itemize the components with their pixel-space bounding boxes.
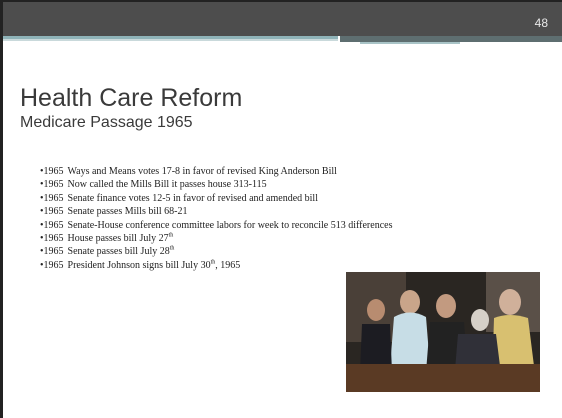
stripe (360, 42, 460, 44)
bullet-year: 1965 (44, 260, 64, 271)
photo-shape (436, 294, 456, 318)
bullet-text: Senate passes Mills bill 68-21 (68, 206, 188, 217)
bullet-text: President Johnson signs bill July 30 (68, 260, 211, 271)
photo-shape (400, 290, 420, 314)
bullet-dot: • (40, 166, 44, 177)
stripe (3, 39, 338, 41)
header-bar: 48 (3, 2, 562, 36)
bullet-year: 1965 (44, 220, 64, 231)
slide-number: 48 (535, 16, 548, 30)
bullet-dot: • (40, 233, 44, 244)
bullet-dot: • (40, 206, 44, 217)
bullet-text: Senate finance votes 12-5 in favor of re… (68, 193, 318, 204)
bullet-dot: • (40, 220, 44, 231)
bullet-year: 1965 (44, 179, 64, 190)
bullet: •1965 President Johnson signs bill July 3… (26, 260, 526, 272)
bullet: •1965 House passes bill July 27th (26, 233, 526, 245)
superscript: th (169, 233, 174, 239)
subtitle: Medicare Passage 1965 (20, 114, 193, 132)
bullet-text: Senate-House conference committee labors… (68, 220, 393, 231)
photo (346, 272, 540, 392)
bullet-text: Senate passes bill July 28 (68, 246, 170, 257)
bullet-year: 1965 (44, 233, 64, 244)
bullet-year: 1965 (44, 193, 64, 204)
bullet: •1965 Senate finance votes 12-5 in favor … (26, 193, 526, 205)
photo-desk (346, 364, 540, 392)
bullet: •1965 Senate passes bill July 28th (26, 246, 526, 258)
bullet-dot: • (40, 260, 44, 271)
photo-shape (367, 299, 385, 321)
bullet-year: 1965 (44, 206, 64, 217)
photo-shape (390, 313, 430, 368)
bullet-text: Ways and Means votes 17-8 in favor of re… (68, 166, 337, 177)
bullet-text: , 1965 (215, 260, 240, 271)
bullet: •1965 Now called the Mills Bill it passes… (26, 179, 526, 191)
bullet-dot: • (40, 246, 44, 257)
bullet: •1965 Ways and Means votes 17-8 in favor … (26, 166, 526, 178)
bullet-dot: • (40, 179, 44, 190)
bullet-dot: • (40, 193, 44, 204)
bullet-year: 1965 (44, 166, 64, 177)
bullet-year: 1965 (44, 246, 64, 257)
photo-shape (471, 309, 489, 331)
page: 48 Health Care Reform Medicare Passage 1… (0, 0, 562, 418)
bullet-text: Now called the Mills Bill it passes hous… (68, 179, 267, 190)
bullet: •1965 Senate passes Mills bill 68-21 (26, 206, 526, 218)
superscript: th (170, 246, 175, 252)
title: Health Care Reform (20, 84, 242, 113)
photo-shape (499, 289, 521, 315)
bullet-text: House passes bill July 27 (68, 233, 169, 244)
bullet: •1965 Senate-House conference committee l… (26, 220, 526, 232)
